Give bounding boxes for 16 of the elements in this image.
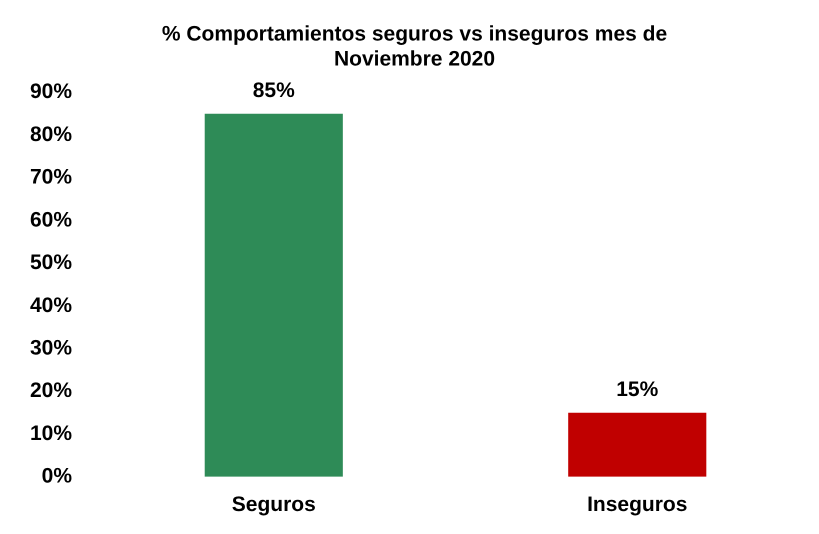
y-tick-label: 80% [30,122,72,146]
data-label: 85% [252,79,296,102]
x-tick-label: Seguros [232,493,316,516]
y-tick-label: 50% [30,251,72,274]
y-tick-label: 0% [42,464,72,488]
data-label: 15% [616,378,659,402]
y-tick-label: 40% [30,294,72,317]
y-tick-label: 30% [30,336,72,360]
x-tick-label: Inseguros [587,493,688,516]
text: Noviembre 2020 [334,48,496,71]
y-tick-label: 20% [30,379,72,402]
y-tick-label: 70% [30,166,72,189]
y-tick-label: 10% [30,422,72,445]
y-tick-label: 60% [30,208,72,232]
text: % Comportamientos seguros vs inseguros mes de [162,22,668,46]
y-tick-label: 90% [30,80,72,104]
